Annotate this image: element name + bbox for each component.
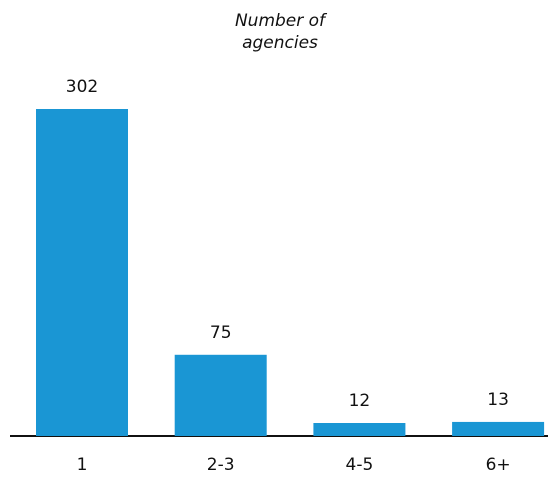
x-tick-label: 4-5 bbox=[346, 455, 374, 475]
value-label: 12 bbox=[349, 391, 371, 411]
x-tick-label: 1 bbox=[77, 455, 88, 475]
bar bbox=[313, 423, 406, 436]
bar bbox=[452, 421, 545, 436]
bar bbox=[36, 109, 128, 436]
value-label: 75 bbox=[210, 323, 232, 343]
chart-title: Number of agencies bbox=[234, 11, 326, 53]
value-label: 302 bbox=[66, 77, 98, 97]
bar bbox=[174, 354, 267, 436]
x-tick-label: 6+ bbox=[486, 455, 511, 475]
value-label: 13 bbox=[487, 390, 509, 410]
x-tick-label: 2-3 bbox=[207, 455, 235, 475]
